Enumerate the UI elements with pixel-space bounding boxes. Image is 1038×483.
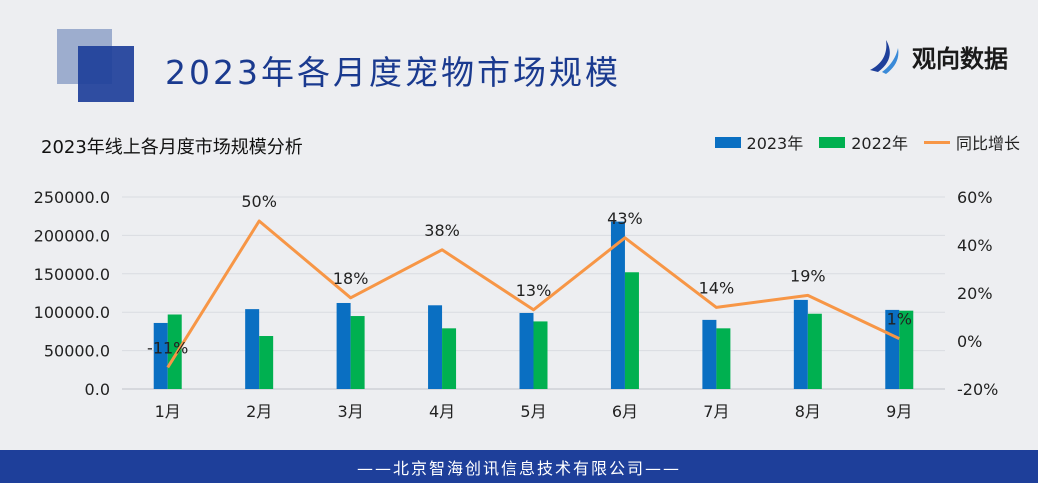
y-right-tick-label: 0% [957,332,982,351]
bar-2023 [610,221,625,389]
y-left-tick-label: 100000.0 [34,303,110,322]
bar-2022 [350,316,365,389]
bar-2022 [259,336,274,389]
y-left-tick-label: 150000.0 [34,265,110,284]
legend-swatch-2023 [714,136,741,148]
brand-logo-icon [870,40,899,74]
bar-2022 [624,272,639,389]
legend-label-2023: 2023年 [746,134,804,153]
x-tick-label: 9月 [886,402,912,421]
x-tick-label: 5月 [520,402,546,421]
chart-title: 2023年线上各月度市场规模分析 [41,137,303,158]
x-tick-label: 8月 [795,402,821,421]
bar-2023 [336,302,351,389]
legend-item-growth: 同比增长 [923,130,1020,154]
legend-swatch-2022 [819,136,846,148]
legend-label-growth: 同比增长 [955,134,1020,153]
legend-swatch-growth [923,140,950,144]
bar-2022 [716,328,731,389]
y-right-tick-label: -20% [957,380,998,399]
y-left-tick-label: 0.0 [85,380,110,399]
growth-data-label: -11% [147,338,188,357]
legend-label-2022: 2022年 [851,134,908,153]
y-right-tick-label: 20% [957,284,993,303]
growth-data-label: 19% [790,266,826,285]
growth-data-label: 1% [887,310,912,329]
bar-2022 [807,313,822,389]
brand-name: 观向数据 [912,44,1008,73]
legend-item-2022: 2022年 [819,130,908,154]
bar-2023 [885,309,900,389]
growth-data-label: 18% [333,269,369,288]
bar-2022 [442,328,457,389]
bar-2023 [428,305,443,389]
chart-legend: 2023年 2022年 同比增长 [699,130,1020,154]
bar-2022 [167,314,182,389]
y-right-tick-label: 60% [957,188,993,207]
growth-data-label: 14% [699,278,735,297]
footer-bar: ——北京智海创讯信息技术有限公司—— [0,450,1038,483]
x-tick-label: 7月 [703,402,729,421]
bar-2023 [793,299,808,389]
bar-2022 [533,321,548,389]
growth-data-label: 38% [424,221,460,240]
brand: 观向数据 [864,36,1008,76]
decor-square-dark [78,46,134,102]
legend-item-2023: 2023年 [714,130,804,154]
y-left-tick-label: 250000.0 [34,188,110,207]
growth-data-label: 43% [607,209,643,228]
y-right-tick-label: 40% [957,236,993,255]
bar-2022 [899,310,914,389]
x-tick-label: 2月 [246,402,272,421]
x-tick-label: 4月 [429,402,455,421]
x-tick-label: 1月 [155,402,181,421]
growth-data-label: 13% [516,281,552,300]
growth-data-label: 50% [241,192,277,211]
x-tick-label: 3月 [338,402,364,421]
bar-2023 [153,322,168,389]
bar-2023 [702,319,717,389]
footer-text: ——北京智海创讯信息技术有限公司—— [356,458,681,478]
y-left-tick-label: 200000.0 [34,226,110,245]
growth-line [166,219,900,369]
y-left-tick-label: 50000.0 [44,342,110,361]
bar-2023 [245,309,260,389]
page-title: 2023年各月度宠物市场规模 [165,53,621,92]
bar-2023 [519,312,534,389]
x-tick-label: 6月 [612,402,638,421]
